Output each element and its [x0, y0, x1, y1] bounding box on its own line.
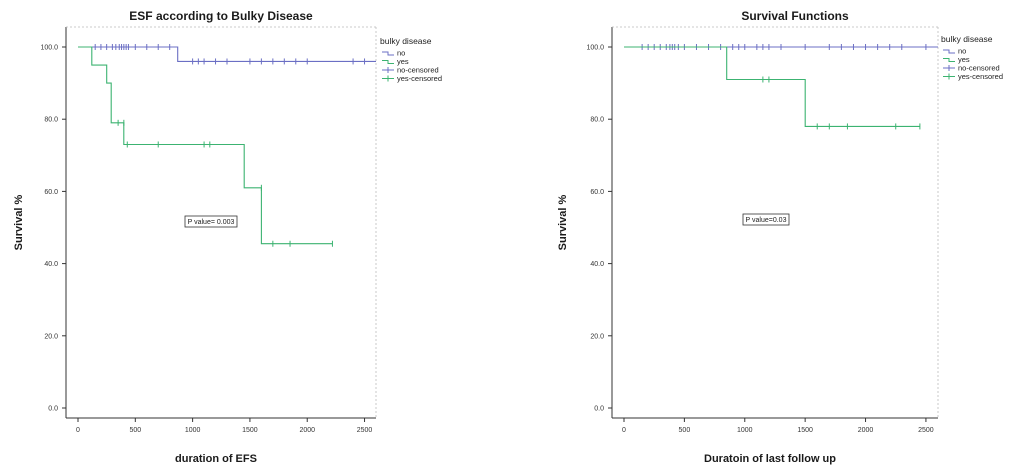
legend-title: bulky disease: [941, 34, 993, 44]
p-value-box: [742, 213, 790, 226]
y-tick-label: 100.0: [586, 45, 604, 52]
y-axis-label: Survival %: [557, 194, 569, 250]
legend-entry-yes: yes: [958, 55, 970, 64]
x-tick-label: 0: [622, 427, 626, 434]
x-tick-label: 1000: [185, 427, 201, 434]
x-tick-label: 2500: [918, 427, 934, 434]
x-tick-label: 1500: [797, 427, 813, 434]
series-line-yes: [78, 46, 333, 245]
x-tick-label: 1500: [242, 427, 258, 434]
y-tick-label: 40.0: [44, 261, 58, 268]
x-tick-label: 2000: [299, 427, 315, 434]
y-tick-label: 60.0: [590, 189, 604, 196]
x-tick-label: 2000: [858, 427, 874, 434]
y-tick-label: 40.0: [590, 261, 604, 268]
legend-swatch-line: [382, 51, 394, 56]
p-value-label: P value= 0.003: [188, 219, 235, 226]
series-line-yes: [624, 46, 920, 127]
legend-entry-yes: yes: [397, 57, 409, 66]
y-tick-label: 80.0: [590, 117, 604, 124]
y-tick-label: 0.0: [594, 406, 604, 413]
x-axis-label: Duratoin of last follow up: [704, 453, 836, 465]
x-axis-label: duration of EFS: [175, 453, 257, 465]
legend-swatch-line: [382, 60, 394, 64]
x-tick-label: 500: [679, 427, 691, 434]
legend-entry-no: no: [958, 47, 966, 56]
legend-swatch-line: [943, 58, 955, 62]
x-tick-label: 0: [76, 427, 80, 434]
x-tick-label: 1000: [737, 427, 753, 434]
y-tick-label: 100.0: [40, 45, 58, 52]
legend-entry-no-censored: no-censored: [958, 64, 1000, 73]
legend-entry-yes-censored: yes-censored: [958, 72, 1003, 81]
chart-title: ESF according to Bulky Disease: [129, 9, 313, 23]
x-tick-label: 2500: [357, 427, 373, 434]
legend-entry-no-censored: no-censored: [397, 66, 439, 75]
y-tick-label: 80.0: [44, 117, 58, 124]
p-value-box: [184, 215, 238, 228]
legend-title: bulky disease: [380, 36, 432, 46]
y-tick-label: 0.0: [48, 406, 58, 413]
legend-entry-yes-censored: yes-censored: [397, 74, 442, 83]
y-tick-label: 20.0: [590, 333, 604, 340]
chart-panel-2: Survival Functions 0.0 20.0 40.0 60.0 80.0 100…: [557, 9, 1003, 465]
p-value-label: P value=0.03: [746, 217, 787, 224]
chart-title: Survival Functions: [741, 9, 849, 23]
y-tick-label: 60.0: [44, 189, 58, 196]
legend-entry-no: no: [397, 49, 405, 58]
x-tick-label: 500: [129, 427, 141, 434]
y-axis-label: Survival %: [13, 194, 25, 250]
series-line-no: [78, 46, 376, 62]
chart-panel-1: ESF according to Bulky Disease 0.0 20.0 40.…: [13, 9, 442, 465]
y-tick-label: 20.0: [44, 333, 58, 340]
legend-swatch-line: [943, 49, 955, 54]
